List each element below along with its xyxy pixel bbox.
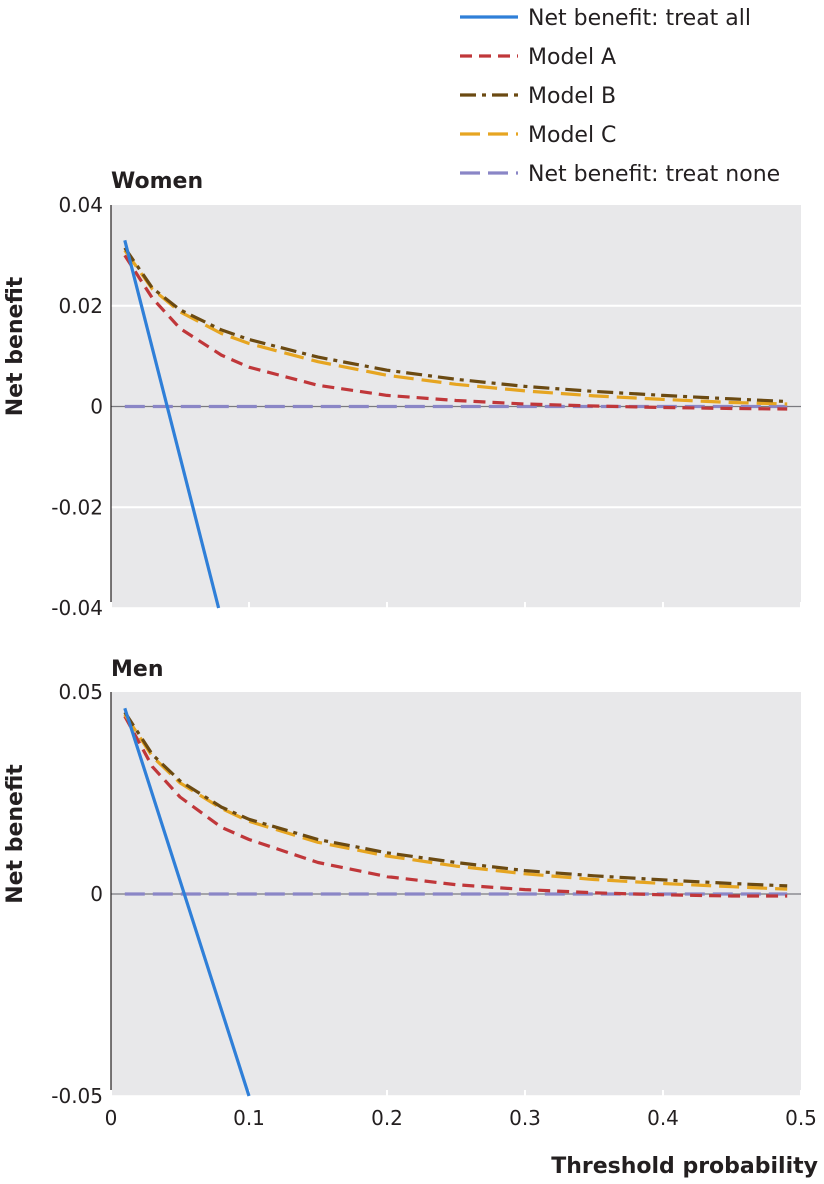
y-tick-label: -0.02 [51, 495, 103, 519]
x-tick-label: 0 [105, 1106, 118, 1130]
legend-label: Net benefit: treat none [528, 162, 780, 187]
series-line-net-benefit-treat-all [123, 707, 251, 1097]
panel-title: Women [111, 169, 203, 194]
x-axis-label: Threshold probability [551, 1154, 818, 1179]
legend: Net benefit: treat all Model A Model B Mode… [460, 6, 780, 187]
panel-men: 0.05 0 -0.05 Men Net benefit [3, 657, 802, 1108]
legend-item-model-b: Model B [460, 84, 616, 109]
series-line-model-c [123, 249, 788, 406]
legend-label: Model B [528, 84, 616, 109]
panel-women: 0.04 0.02 0 -0.02 -0.04 Women Net benefit [3, 169, 802, 620]
series-line-model-c [123, 713, 788, 891]
y-tick-label: -0.04 [51, 596, 103, 620]
series-line-net-benefit-treat-all [123, 239, 221, 609]
series-line-model-a [123, 254, 788, 411]
y-tick-label: 0.05 [58, 680, 103, 704]
legend-item-net-benefit-treat-all: Net benefit: treat all [460, 6, 751, 31]
x-tick-label: 0.2 [371, 1106, 403, 1130]
series-line-model-a [123, 715, 788, 898]
y-tick-label: 0 [90, 395, 103, 419]
x-tick-label: 0.1 [233, 1106, 265, 1130]
y-tick-label: -0.05 [51, 1084, 103, 1108]
x-tick-label: 0.3 [509, 1106, 541, 1130]
legend-item-net-benefit-treat-none: Net benefit: treat none [460, 162, 780, 187]
legend-item-model-c: Model C [460, 123, 616, 148]
series-group [123, 707, 788, 1097]
y-axis-label: Net benefit [3, 764, 28, 904]
series-line-model-b [123, 711, 788, 888]
legend-item-model-a: Model A [460, 45, 616, 70]
x-tick-label: 0.4 [647, 1106, 679, 1130]
y-tick-label: 0.02 [58, 294, 103, 318]
legend-label: Model C [528, 123, 616, 148]
series-group [123, 239, 788, 609]
legend-label: Net benefit: treat all [528, 6, 751, 31]
y-axis-label: Net benefit [3, 276, 28, 416]
legend-label: Model A [528, 45, 616, 70]
series-line-model-b [123, 246, 788, 404]
panel-title: Men [111, 657, 163, 682]
y-tick-label: 0.04 [58, 193, 103, 217]
y-tick-label: 0 [90, 882, 103, 906]
x-tick-label: 0.5 [785, 1106, 817, 1130]
